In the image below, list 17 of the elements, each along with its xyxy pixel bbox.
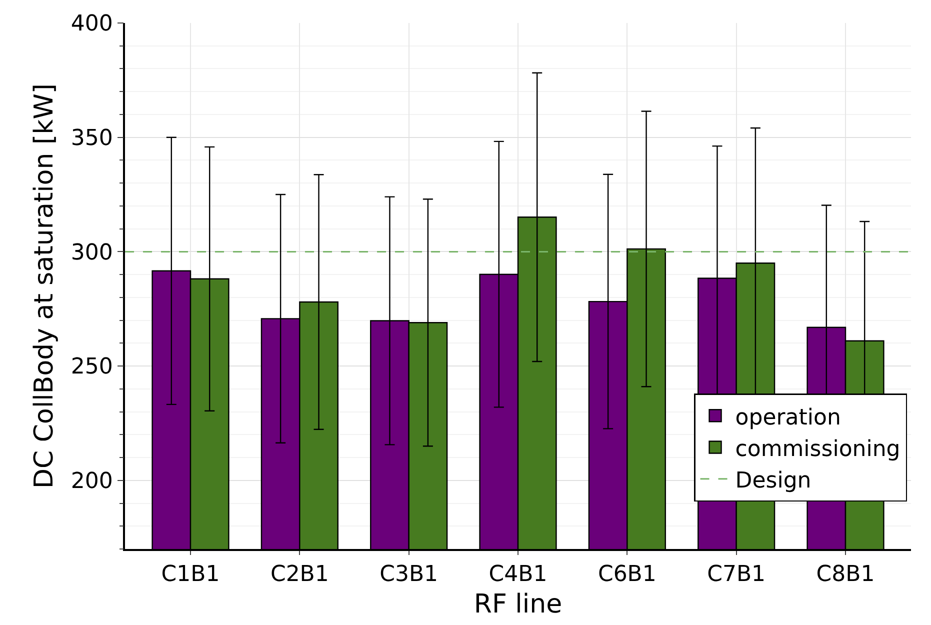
legend-label: commissioning <box>735 436 900 462</box>
x-tick-label: C1B1 <box>161 562 220 588</box>
x-tick-label: C2B1 <box>270 562 329 588</box>
legend-label: operation <box>735 405 841 430</box>
y-tick-label: 250 <box>70 354 113 380</box>
x-tick-label: C8B1 <box>816 562 875 588</box>
y-tick-label: 400 <box>70 12 113 37</box>
legend-label: Design <box>735 468 812 494</box>
x-tick-label: C6B1 <box>598 562 656 588</box>
x-axis-title: RF line <box>474 589 562 620</box>
y-axis-title: DC CollBody at saturation [kW] <box>30 83 60 489</box>
x-tick-label: C3B1 <box>380 562 438 588</box>
y-tick-label: 300 <box>70 240 113 266</box>
y-tick-label: 350 <box>70 126 113 152</box>
x-tick-label: C4B1 <box>488 562 548 588</box>
y-tick-label: 200 <box>70 469 113 494</box>
x-tick-label: C7B1 <box>707 562 766 588</box>
